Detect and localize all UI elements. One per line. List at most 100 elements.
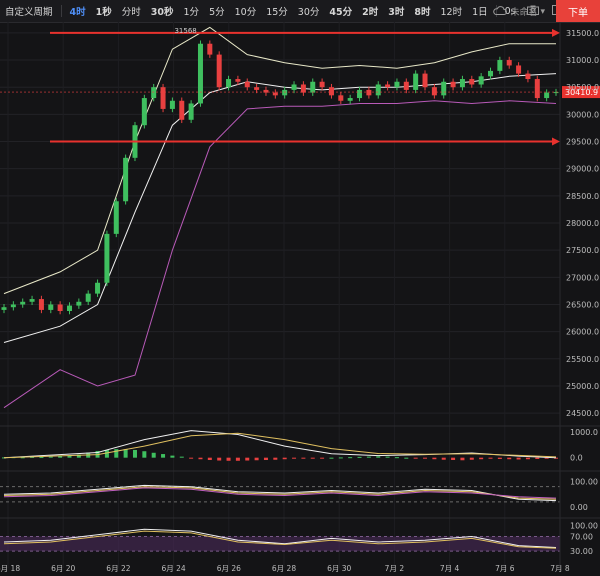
- candle-body: [76, 301, 82, 306]
- candle-body: [441, 81, 447, 96]
- interval-14[interactable]: 1日: [472, 7, 488, 18]
- candle-body: [95, 282, 101, 294]
- macd-bar: [413, 457, 418, 459]
- candle-body: [207, 43, 213, 55]
- macd-bar: [198, 457, 203, 460]
- macd-bar: [263, 457, 268, 460]
- y-tick-label: 26000.0: [566, 328, 599, 337]
- interval-2[interactable]: 分时: [121, 7, 141, 18]
- candle-body: [375, 84, 381, 96]
- candle-body: [38, 299, 44, 310]
- macd-bar: [273, 457, 278, 460]
- candle-body: [151, 87, 157, 99]
- x-tick-label: 7月 4: [440, 564, 460, 573]
- custom-period-selector[interactable]: 自定义周期: [5, 7, 53, 18]
- macd-bar: [179, 456, 184, 458]
- x-tick-label: 7月 8: [550, 564, 570, 573]
- macd-bar: [245, 457, 250, 461]
- rsi-line: [3, 528, 557, 548]
- x-tick-label: 6月 24: [161, 564, 185, 573]
- candle-body: [469, 79, 475, 85]
- macd-bar: [525, 457, 530, 460]
- candle-body: [478, 76, 484, 85]
- macd-bar: [348, 457, 353, 459]
- candle-body: [291, 84, 297, 90]
- candle-body: [338, 95, 344, 101]
- candle-body: [497, 60, 503, 71]
- macd-bar: [507, 457, 512, 460]
- interval-4[interactable]: 1分: [183, 7, 200, 18]
- macd-bar: [132, 449, 137, 458]
- candle-body: [66, 305, 72, 312]
- candle-body: [319, 81, 325, 88]
- candle-body: [534, 79, 540, 99]
- last-price-label: 30410.9: [565, 88, 598, 97]
- candle-body: [488, 70, 494, 77]
- x-tick-label: 7月 6: [495, 564, 515, 573]
- candle-body: [1, 307, 7, 310]
- seconds-toggle[interactable]: 0s: [504, 5, 516, 17]
- cloud-save[interactable]: 未命名 ▾: [493, 5, 545, 18]
- interval-6[interactable]: 10分: [234, 7, 257, 18]
- macd-bar: [310, 457, 315, 459]
- oscillator-tick-label: 100.00: [570, 478, 598, 487]
- macd-bar: [394, 457, 399, 459]
- interval-10[interactable]: 2时: [362, 7, 379, 18]
- macd-bar: [469, 457, 474, 460]
- chevron-down-icon: ▾: [540, 6, 545, 17]
- order-button[interactable]: 下单: [556, 0, 600, 22]
- candle-body: [179, 100, 185, 120]
- oscillator-line: [3, 484, 557, 502]
- interval-0[interactable]: 4时: [69, 7, 86, 18]
- macd-bar: [479, 457, 484, 460]
- candle-body: [328, 87, 334, 96]
- toolbar: 自定义周期 4时 1秒 分时 30秒 1分 5分 10分 15分 30分 45分 2时 3时 8时 12时…: [0, 0, 600, 23]
- interval-7[interactable]: 15分: [266, 7, 288, 18]
- cloud-label: 未命名: [510, 8, 538, 18]
- macd-bar: [451, 457, 456, 460]
- candle-body: [544, 92, 550, 99]
- interval-1[interactable]: 1秒: [95, 7, 112, 18]
- macd-bar: [460, 457, 465, 461]
- rsi-pane: [0, 517, 600, 552]
- interval-8[interactable]: 30分: [297, 7, 320, 18]
- macd-bar: [2, 457, 6, 459]
- y-tick-label: 31500.0: [566, 29, 599, 38]
- interval-12[interactable]: 8时: [414, 7, 431, 18]
- candle-body: [57, 304, 63, 312]
- rsi-tick-label: 70.00: [570, 533, 593, 542]
- candle-body: [113, 201, 119, 234]
- x-tick-label: 6月 28: [272, 564, 296, 573]
- oscillator-pane: [0, 470, 600, 503]
- macd-bar: [292, 457, 297, 459]
- candle-body: [169, 100, 175, 109]
- interval-11[interactable]: 3时: [388, 7, 405, 18]
- macd-bar: [189, 457, 194, 459]
- macd-pane: [0, 425, 600, 461]
- macd-bar: [170, 455, 175, 458]
- y-tick-label: 30000.0: [566, 110, 599, 119]
- interval-13[interactable]: 12时: [440, 7, 463, 18]
- candle-body: [366, 89, 372, 96]
- toolbar-divider: [60, 5, 62, 17]
- camera-icon[interactable]: [526, 5, 540, 17]
- y-tick-label: 29500.0: [566, 138, 599, 147]
- macd-bar: [544, 457, 549, 459]
- y-tick-label: 25000.0: [566, 382, 599, 391]
- interval-3[interactable]: 30秒: [150, 7, 174, 18]
- candle-body: [347, 98, 353, 101]
- y-tick-label: 31000.0: [566, 56, 599, 65]
- macd-bar: [151, 452, 156, 458]
- candle-body: [123, 157, 129, 202]
- bollinger-lower: [3, 100, 557, 409]
- x-tick-label: 7月 2: [385, 564, 405, 573]
- candle-body: [244, 81, 250, 88]
- interval-9[interactable]: 45分: [329, 7, 353, 18]
- candle-body: [160, 87, 166, 109]
- rsi-tick-label: 30.00: [570, 547, 593, 556]
- macd-bar: [432, 457, 437, 460]
- y-tick-label: 27000.0: [566, 273, 599, 282]
- chart-area[interactable]: 31568 30410.9 24500.0 25000.0 25500.0 26000.…: [0, 22, 600, 576]
- candle-body: [553, 92, 559, 94]
- interval-5[interactable]: 5分: [209, 7, 225, 18]
